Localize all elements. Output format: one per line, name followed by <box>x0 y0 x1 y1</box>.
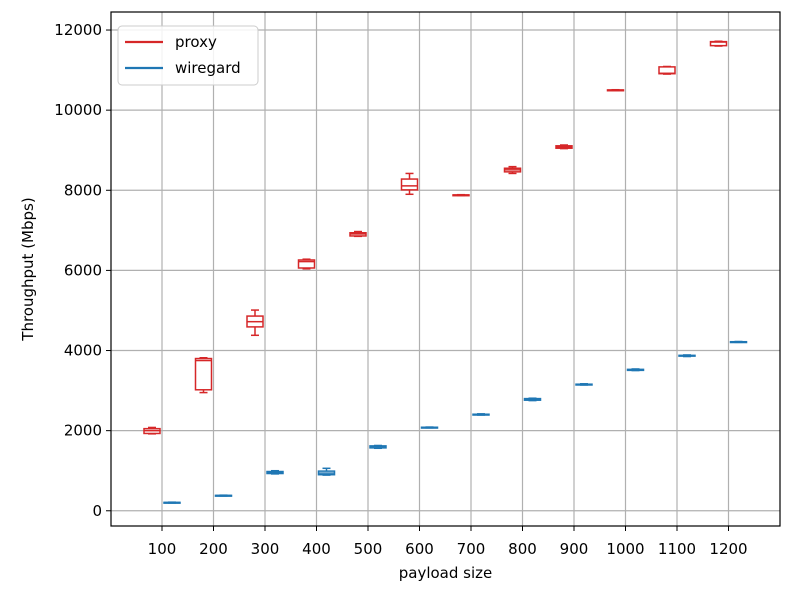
y-tick-label: 8000 <box>64 181 102 199</box>
plot-frame <box>110 11 781 527</box>
box-wiregard-500 <box>369 444 387 450</box>
box-proxy-1000 <box>606 88 625 92</box>
box-proxy-300 <box>246 309 264 337</box>
x-tick-label: 800 <box>508 540 537 558</box>
box-wiregard-100 <box>163 501 181 504</box>
box-proxy-1200 <box>709 40 728 47</box>
box-wiregard-800 <box>523 397 542 402</box>
plot-area <box>143 40 748 504</box>
box-wiregard-400 <box>317 467 336 476</box>
box-proxy-900 <box>555 144 573 150</box>
box-body <box>194 357 213 391</box>
box-wiregard-700 <box>472 413 490 416</box>
legend: proxy wiregard <box>117 25 259 86</box>
x-tick-label: 1200 <box>709 540 747 558</box>
box-wiregard-600 <box>420 426 439 429</box>
x-tick-label: 1000 <box>606 540 644 558</box>
box-wiregard-300 <box>266 469 284 475</box>
box-body <box>400 178 419 191</box>
grid <box>111 12 780 526</box>
y-tick-label: 10000 <box>54 101 102 119</box>
y-axis-label: Throughput (Mbps) <box>19 197 37 341</box>
x-axis-label: payload size <box>399 564 493 582</box>
box-wiregard-200 <box>214 494 233 497</box>
x-tick-label: 900 <box>560 540 589 558</box>
x-tick-label: 200 <box>199 540 228 558</box>
box-proxy-600 <box>400 172 419 196</box>
legend-label-proxy: proxy <box>175 33 217 51</box>
box-body <box>297 259 316 269</box>
box-wiregard-1100 <box>678 354 696 358</box>
x-tick-label: 100 <box>148 540 177 558</box>
legend-label-wiregard: wiregard <box>175 59 241 77</box>
x-tick-label: 300 <box>251 540 280 558</box>
y-tick-label: 4000 <box>64 342 102 360</box>
x-tick-label: 500 <box>354 540 383 558</box>
box-proxy-100 <box>143 426 161 435</box>
axes-ticks: 100 200 300 400 500 600 700 800 900 1000 1100 12000… <box>54 21 747 558</box>
x-tick-label: 400 <box>302 540 331 558</box>
box-proxy-500 <box>349 230 367 238</box>
box-wiregard-1200 <box>729 340 748 344</box>
box-proxy-800 <box>503 165 522 175</box>
y-tick-label: 6000 <box>64 261 102 279</box>
y-tick-label: 2000 <box>64 422 102 440</box>
x-tick-label: 1100 <box>658 540 696 558</box>
box-proxy-700 <box>452 193 470 197</box>
y-tick-label: 12000 <box>54 21 102 39</box>
x-tick-label: 600 <box>405 540 434 558</box>
y-tick-label: 0 <box>92 502 102 520</box>
legend-frame <box>117 25 259 86</box>
box-wiregard-1000 <box>626 368 645 372</box>
box-proxy-1100 <box>658 65 676 75</box>
x-tick-label: 700 <box>457 540 486 558</box>
box-proxy-200 <box>194 356 213 394</box>
box-proxy-400 <box>297 258 316 270</box>
box-wiregard-900 <box>575 383 593 386</box>
